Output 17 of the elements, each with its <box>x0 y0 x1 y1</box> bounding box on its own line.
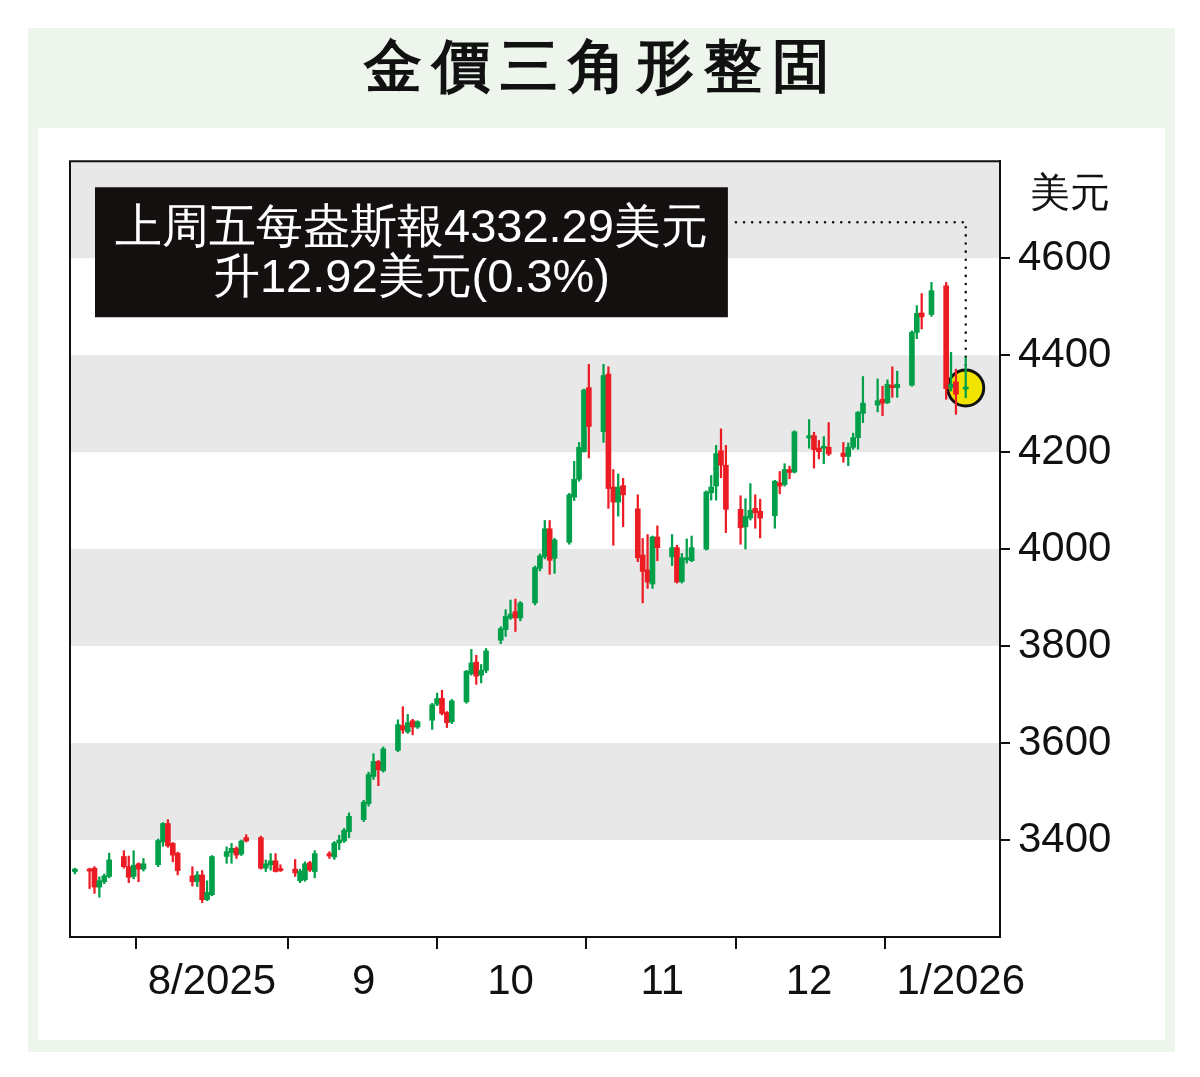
y-tick-label: 4200 <box>1018 425 1112 473</box>
y-tick-label: 4400 <box>1018 328 1112 376</box>
chart-title: 金價三角形整固 <box>362 31 841 102</box>
y-tick-label: 3600 <box>1018 716 1112 764</box>
y-axis-title: 美元 <box>1030 170 1110 215</box>
x-tick-label: 9 <box>352 955 376 1003</box>
candlestick <box>786 465 793 480</box>
x-tick-label: 12 <box>785 955 833 1003</box>
annotation: 上周五每盎斯報4332.29美元升12.92美元(0.3%) <box>114 199 708 303</box>
x-tick-label: 1/2026 <box>896 955 1026 1003</box>
y-tick-label: 3800 <box>1018 619 1112 667</box>
x-tick-label: 10 <box>487 955 534 1003</box>
y-tick-label: 4600 <box>1018 231 1112 279</box>
y-tick-label: 4000 <box>1018 522 1112 570</box>
x-tick-label: 8/2025 <box>147 955 277 1003</box>
x-tick-label: 11 <box>640 955 685 1003</box>
y-tick-label: 3400 <box>1018 813 1112 861</box>
